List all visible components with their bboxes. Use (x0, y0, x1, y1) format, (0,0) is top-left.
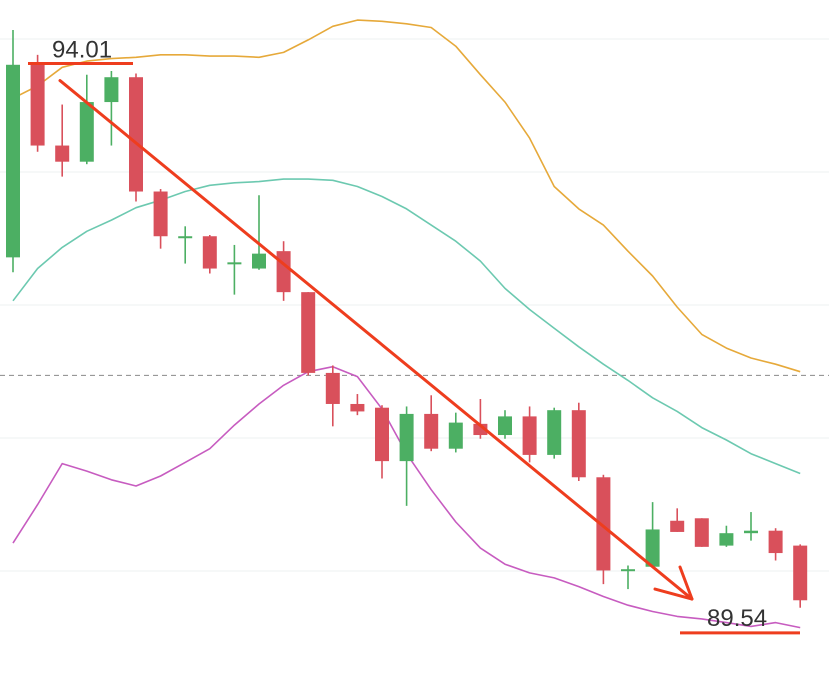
candle-body (55, 145, 70, 162)
candle-body (227, 262, 242, 265)
candle-body (694, 518, 709, 547)
candle-down (153, 189, 168, 249)
candle-body (793, 545, 808, 601)
candle-body (153, 191, 168, 237)
candle-body (547, 410, 562, 455)
candle-body (252, 253, 266, 269)
candle-up (79, 74, 94, 165)
candle-body (645, 529, 660, 567)
candle-down (522, 406, 537, 463)
candle-up (6, 30, 20, 273)
candle-up (178, 226, 193, 264)
candle-body (424, 413, 439, 449)
candle-body (670, 520, 685, 532)
candle-body (79, 102, 94, 162)
candle-body (301, 292, 316, 373)
candle-up (719, 525, 734, 547)
candle-up (104, 71, 119, 146)
candle-down (694, 518, 709, 547)
candle-body (768, 530, 783, 554)
candle-down (571, 402, 586, 481)
candle-down (55, 104, 70, 177)
candle-up (547, 407, 562, 459)
candle-down (375, 405, 389, 479)
upper-band-line (12, 19, 801, 373)
candle-down (670, 508, 685, 532)
candle-body (276, 251, 291, 293)
candle-body (621, 569, 635, 572)
candle-up (399, 406, 414, 506)
candle-up (621, 565, 635, 590)
candles (6, 30, 808, 608)
candle-body (719, 533, 734, 546)
candle-body (571, 410, 586, 478)
candle-up (227, 244, 242, 295)
candle-up (645, 502, 660, 568)
candle-down (276, 241, 291, 301)
candle-body (129, 77, 143, 192)
candle-down (202, 235, 217, 274)
candle-up (448, 412, 463, 453)
candle-body (202, 236, 217, 269)
middle-band-line (12, 178, 801, 475)
downtrend-arrowhead (653, 565, 694, 601)
candle-body (448, 422, 463, 449)
candle-down (129, 73, 143, 202)
candle-body (498, 416, 512, 436)
candle-up (744, 512, 758, 541)
candle-body (522, 416, 537, 455)
candle-down (768, 528, 783, 561)
candle-body (473, 423, 488, 436)
candle-up (498, 410, 512, 439)
candle-down (473, 399, 488, 439)
candle-body (375, 407, 389, 462)
candle-body (596, 477, 611, 571)
candle-down (30, 54, 45, 152)
high-price-label: 94.01 (52, 37, 112, 64)
candle-down (596, 474, 611, 585)
candle-up (252, 195, 266, 270)
candle-down (350, 394, 365, 416)
candle-body (30, 63, 45, 146)
candle-down (793, 544, 808, 608)
candle-body (104, 77, 119, 103)
candle-down (424, 395, 439, 452)
candle-down (301, 292, 316, 376)
candle-body (399, 413, 414, 462)
candle-body (6, 64, 20, 258)
candle-down (325, 365, 340, 427)
annotations: 94.01 89.54 (28, 37, 800, 635)
candle-body (744, 530, 758, 534)
candle-body (325, 372, 340, 404)
candle-body (350, 403, 365, 412)
candle-body (178, 236, 193, 239)
low-price-label: 89.54 (707, 605, 767, 632)
grid-lines (0, 38, 829, 572)
downtrend-arrow-line (58, 79, 694, 601)
